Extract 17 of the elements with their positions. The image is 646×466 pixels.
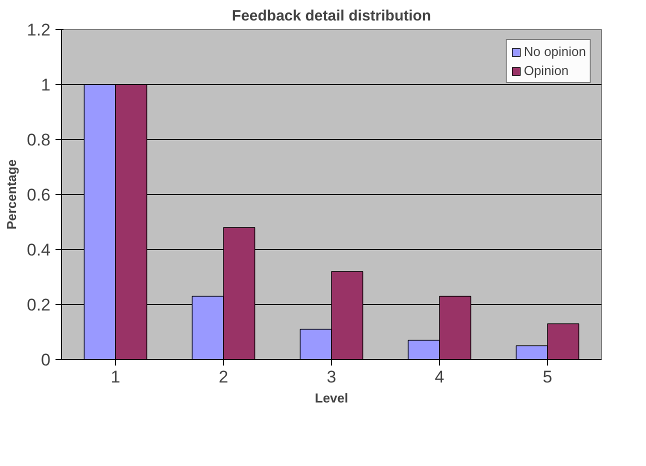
y-tick-label: 0.4 (26, 240, 51, 260)
x-tick-label: 1 (110, 368, 120, 386)
legend-label: No opinion (524, 44, 586, 59)
y-tick-label: 1 (41, 76, 51, 94)
x-axis-title: Level (314, 390, 348, 406)
y-tick-label: 0.8 (26, 130, 51, 150)
y-tick-label: 0.6 (26, 186, 51, 204)
chart-title: Feedback detail distribution (232, 8, 432, 24)
x-tick-label: 3 (326, 368, 336, 386)
y-tick-label: 0.2 (26, 296, 51, 314)
x-tick-label: 4 (434, 368, 444, 386)
y-axis-title: Percentage (4, 159, 19, 230)
x-tick-label: 2 (218, 368, 228, 386)
legend-label: Opinion (524, 63, 569, 78)
y-tick-label: 1.2 (26, 20, 51, 40)
y-tick-label: 0 (41, 350, 51, 370)
x-tick-label: 5 (542, 368, 552, 386)
